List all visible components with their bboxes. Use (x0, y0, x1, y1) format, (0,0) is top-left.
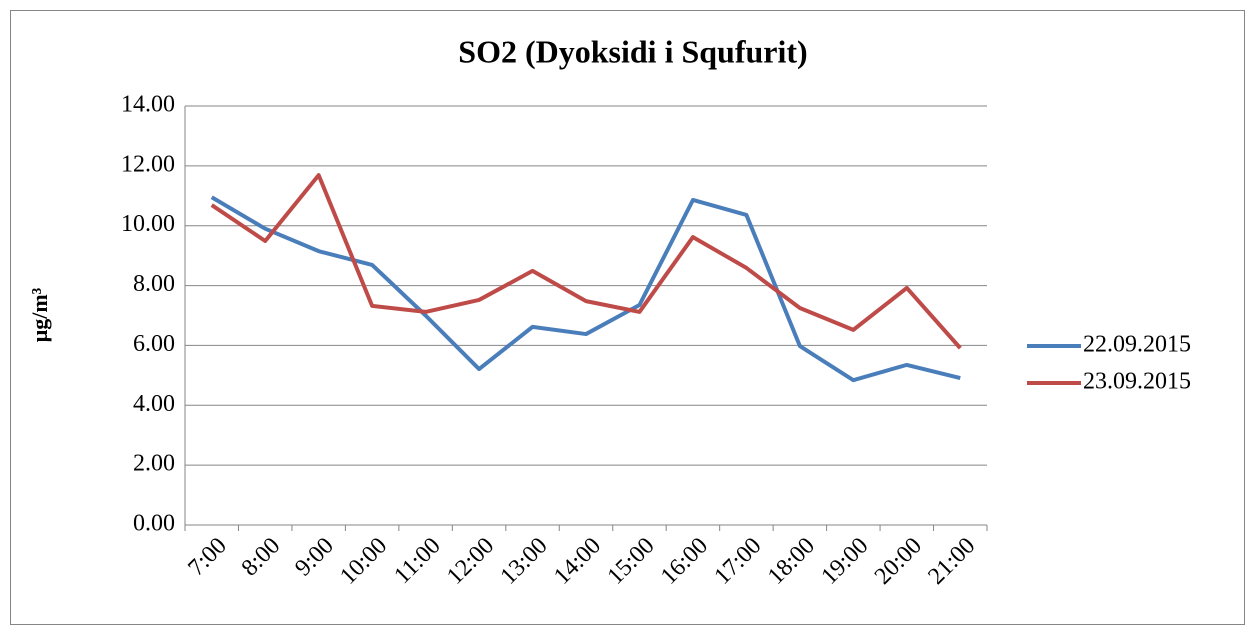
y-tick-label: 6.00 (133, 331, 175, 357)
y-tick-label: 14.00 (121, 92, 175, 118)
y-tick-label: 4.00 (133, 391, 175, 417)
series-line (210, 173, 962, 350)
chart-title: SO2 (Dyoksidi i Squfurit) (458, 33, 807, 69)
y-tick-label: 10.00 (121, 211, 175, 237)
y-axis-label: μg/m³ (27, 287, 52, 342)
y-tick-label: 2.00 (133, 451, 175, 477)
legend-label: 23.09.2015 (1083, 369, 1191, 395)
legend-label: 22.09.2015 (1083, 332, 1191, 358)
chart-border (10, 10, 1245, 625)
y-tick-label: 12.00 (121, 151, 175, 177)
y-tick-label: 8.00 (133, 271, 175, 297)
series-line (210, 195, 961, 383)
y-tick-label: 0.00 (133, 511, 175, 537)
